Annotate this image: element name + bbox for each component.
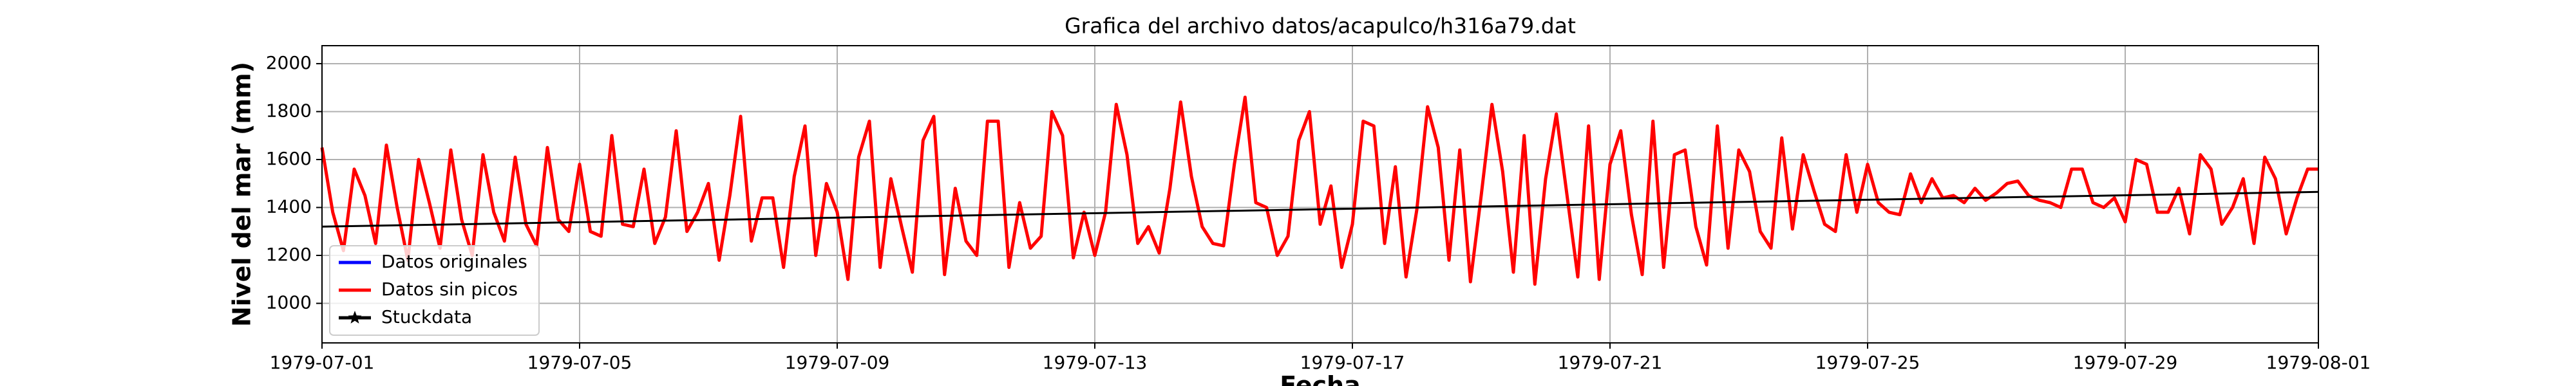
- y-tick-label: 1200: [266, 244, 312, 265]
- chart-title: Grafica del archivo datos/acapulco/h316a…: [1065, 14, 1576, 39]
- axes: 1000 1200 1400 1600 1800 2000 1979-07-01 1979-0…: [266, 52, 2371, 373]
- y-tick-label: 1800: [266, 100, 312, 121]
- x-tick-label: 1979-07-21: [1558, 352, 1663, 373]
- data-line: [321, 190, 2319, 228]
- legend: Datos originales Datos sin picos Stuckdata: [329, 245, 540, 336]
- y-tick-label: 2000: [266, 52, 312, 73]
- x-tick-label: 1979-08-01: [2266, 352, 2371, 373]
- y-tick-label: 1400: [266, 196, 312, 217]
- y-tick-label: 1600: [266, 148, 312, 169]
- legend-box: [329, 245, 540, 336]
- plot-area: [320, 95, 2319, 286]
- data-line: [320, 95, 2318, 286]
- legend-label: Datos originales: [381, 251, 527, 272]
- legend-label: Datos sin picos: [381, 279, 518, 300]
- legend-marker: [348, 311, 362, 324]
- x-axis-label: Fecha: [1280, 371, 1360, 386]
- x-tick-label: 1979-07-05: [527, 352, 632, 373]
- y-tick-label: 1000: [266, 292, 312, 313]
- axes-frame: [321, 45, 2319, 344]
- legend-label: Stuckdata: [381, 306, 472, 327]
- x-tick-label: 1979-07-13: [1043, 352, 1148, 373]
- x-tick-label: 1979-07-25: [1815, 352, 1920, 373]
- x-tick-label: 1979-07-01: [270, 352, 375, 373]
- x-tick-label: 1979-07-09: [785, 352, 890, 373]
- x-tick-label: 1979-07-17: [1300, 352, 1405, 373]
- x-tick-label: 1979-07-29: [2073, 352, 2178, 373]
- y-axis-label: Nivel del mar (mm): [228, 62, 256, 327]
